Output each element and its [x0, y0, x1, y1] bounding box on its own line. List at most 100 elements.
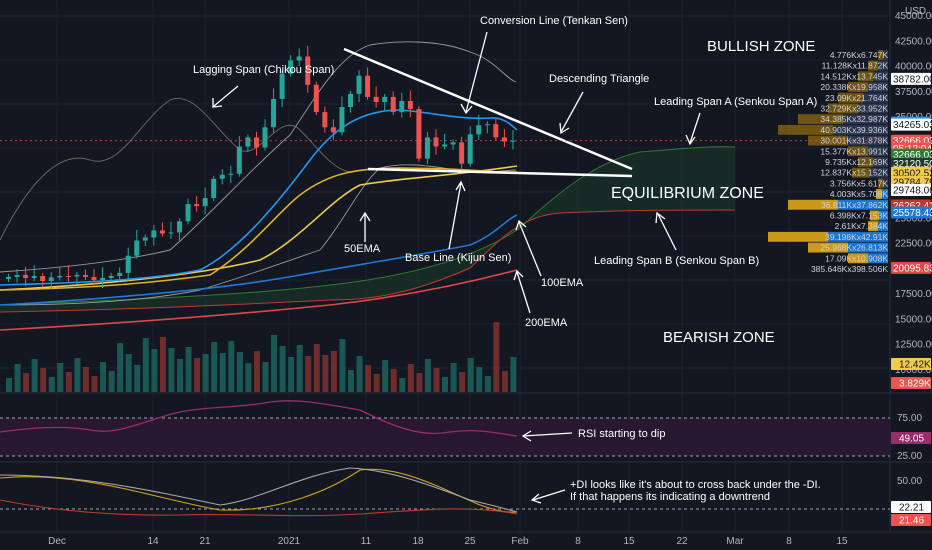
vp-bar-a-14 [788, 199, 838, 210]
tenkan-line [0, 109, 518, 286]
candle-body-54 [467, 134, 473, 164]
volume-bar-20 [177, 359, 183, 392]
candle-body-47 [407, 100, 413, 110]
volume-bar-57 [493, 322, 500, 392]
candle-body-12 [108, 275, 114, 278]
candle-body-34 [296, 56, 302, 61]
dmi-tag-1: 21.46 [899, 516, 924, 527]
candle-body-45 [390, 96, 396, 113]
candle-body-35 [305, 56, 311, 85]
vp-bar-b-0 [883, 50, 888, 60]
vp-bar-b-3 [868, 82, 888, 92]
adx-line [0, 467, 518, 513]
vp-bar-a-3 [848, 82, 868, 92]
lagging-span [0, 98, 361, 241]
volume-bar-32 [279, 346, 286, 392]
volume-bar-37 [322, 355, 329, 392]
vp-bar-b-4 [863, 92, 888, 103]
vp-label-9: 15.377Kx13.991K [820, 146, 888, 156]
vp-bar-a-2 [858, 71, 873, 82]
price-tag-bg-5 [891, 148, 931, 161]
price-tag-12: 20095.83 [893, 263, 932, 274]
candle-body-19 [168, 232, 174, 234]
candle-body-53 [459, 142, 465, 164]
candle-body-21 [185, 204, 191, 222]
volume-bar-33 [288, 357, 295, 392]
vp-bar-a-4 [838, 92, 863, 103]
volume-bar-48 [416, 373, 423, 392]
candle-body-16 [142, 237, 148, 241]
price-tag-bg-12 [891, 261, 931, 274]
vp-label-3: 20.338Kx19.958K [820, 82, 888, 92]
lagging-arrow [212, 85, 239, 108]
rsi-tag-bg [891, 432, 931, 444]
vp-bar-a-10 [858, 157, 873, 167]
volume-bar-42 [365, 365, 372, 392]
time-tick-11: Mar [726, 536, 744, 547]
vp-label-19: 17.09Kx10.908K [825, 253, 888, 263]
candle-body-46 [399, 100, 405, 113]
conversion-line-label: Conversion Line (Tenkan Sen) [480, 15, 628, 27]
vp-label-2: 14.512Kx13.745K [820, 71, 888, 81]
volume-bar-19 [168, 348, 175, 392]
candle-body-27 [236, 146, 242, 174]
candle-body-58 [501, 137, 507, 142]
volume-bar-14 [125, 354, 132, 392]
candle-body-9 [82, 274, 88, 277]
time-tick-6: 25 [464, 536, 476, 547]
time-tick-3: 2021 [278, 536, 301, 547]
candle-body-11 [100, 277, 106, 280]
vp-bar-b-19 [868, 253, 888, 264]
time-tick-9: 15 [623, 536, 635, 547]
minus-di-line [0, 499, 518, 517]
rsi-tag: 49.05 [899, 434, 924, 445]
bearish-zone-label: BEARISH ZONE [663, 329, 775, 346]
vp-bar-a-5 [828, 103, 858, 114]
volume-bar-56 [484, 376, 491, 392]
vp-bar-b-17 [828, 231, 888, 242]
volume-bar-22 [194, 358, 201, 392]
volume-bar-15 [134, 365, 141, 392]
candle-body-38 [330, 127, 336, 133]
candle-body-44 [382, 96, 388, 102]
vp-bar-a-18 [808, 242, 848, 253]
vp-bar-b-13 [882, 189, 888, 199]
candle-body-31 [271, 98, 277, 128]
time-tick-13: 15 [836, 536, 848, 547]
rsi-note-label: RSI starting to dip [578, 428, 665, 440]
price-tick-9: 22500.00 [895, 239, 932, 250]
base-line-label: Base Line (Kijun Sen) [405, 252, 511, 264]
vp-bar-b-8 [848, 135, 888, 146]
volume-bar-9 [82, 367, 89, 392]
vp-label-13: 4.003Kx5.708K [830, 189, 888, 199]
di-arrow [530, 489, 566, 504]
price-tag-bg-0 [891, 72, 931, 85]
candle-body-4 [40, 275, 46, 281]
vp-label-16: 2.61Kx7.384K [835, 221, 889, 231]
conversion-arrow [460, 31, 488, 115]
vp-label-0: 4.776Kx6.747K [830, 50, 888, 60]
volume-bar-59 [510, 357, 517, 392]
price-tag-bg-11 [891, 206, 931, 219]
price-tick-14: 10000.00 [895, 365, 932, 376]
candle-body-3 [31, 275, 37, 278]
candle-body-15 [134, 240, 140, 256]
ema50-label: 50EMA [344, 243, 381, 255]
volume-bar-35 [305, 356, 312, 392]
candle-body-8 [74, 274, 80, 277]
volume-bar-7 [65, 372, 72, 392]
vp-label-14: 36.811Kx37.862K [821, 200, 888, 210]
volume-bar-47 [407, 364, 414, 392]
ema50-line [0, 165, 518, 291]
time-tick-2: 21 [199, 536, 211, 547]
vp-bar-a-19 [848, 253, 868, 264]
volume-bar-51 [442, 377, 449, 392]
vp-bar-a-6 [798, 114, 843, 125]
rsi-arrow [521, 430, 573, 442]
time-tick-0: Dec [48, 536, 66, 547]
vp-bar-b-16 [878, 221, 888, 232]
vp-bar-a-17 [768, 231, 828, 242]
vp-bar-b-10 [873, 157, 888, 167]
